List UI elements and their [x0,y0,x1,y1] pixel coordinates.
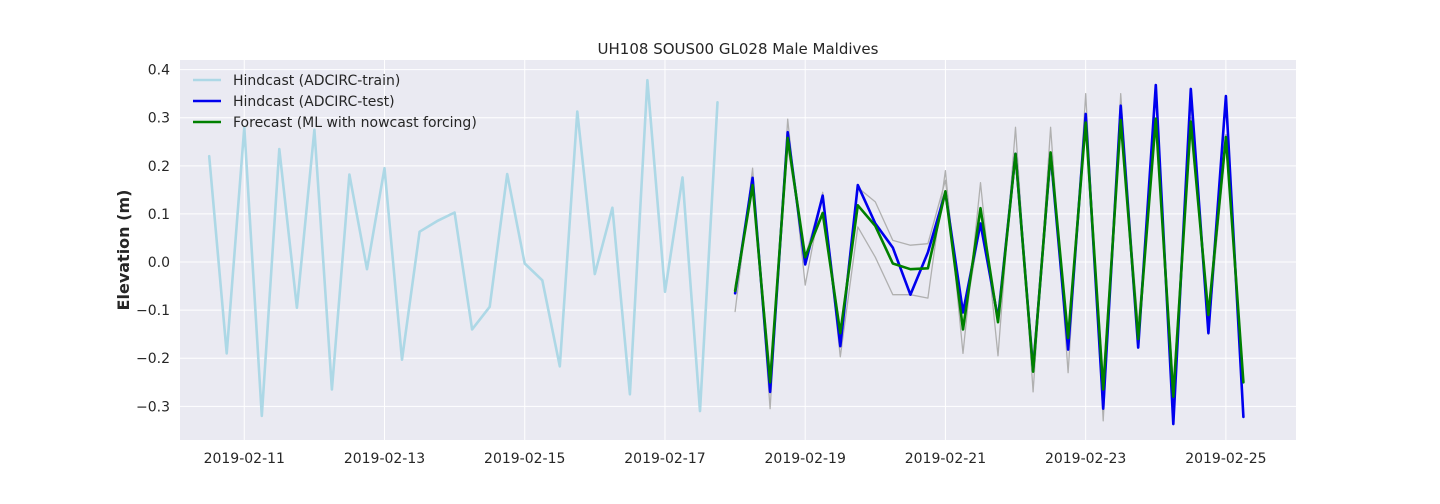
y-tick-label: 0.0 [148,255,170,271]
legend-entry: Forecast (ML with nowcast forcing) [233,115,477,131]
y-tick-label: 0.2 [148,159,170,175]
series-line-4 [733,117,1245,399]
x-tick-label: 2019-02-17 [624,451,705,467]
y-axis-label: Elevation (m) [114,190,133,311]
legend-entry: Hindcast (ADCIRC-test) [233,94,395,110]
series-line-0 [207,78,719,418]
x-tick-label: 2019-02-25 [1185,451,1266,467]
x-tick-label: 2019-02-21 [905,451,986,467]
y-tick-label: 0.4 [148,63,170,79]
chart-title: UH108 SOUS00 GL028 Male Maldives [598,40,879,58]
y-tick-label: −0.2 [136,351,170,367]
y-tick-label: 0.1 [148,207,170,223]
x-tick-label: 2019-02-23 [1045,451,1126,467]
x-tick-label: 2019-02-11 [204,451,285,467]
x-axis: 2019-02-11 2019-02-13 2019-02-15 2019-02-17… [204,451,1267,467]
x-tick-label: 2019-02-15 [484,451,565,467]
x-tick-label: 2019-02-13 [344,451,425,467]
x-tick-label: 2019-02-19 [765,451,846,467]
y-tick-label: 0.3 [148,111,170,127]
legend: Hindcast (ADCIRC-train) Hindcast (ADCIRC-… [193,73,477,131]
y-axis: −0.3 −0.2 −0.1 0.0 0.1 0.2 0.3 0.4 [136,63,170,416]
series-layer [207,78,1245,426]
legend-entry: Hindcast (ADCIRC-train) [233,73,400,89]
plot-area [180,60,1296,440]
y-tick-label: −0.3 [136,399,170,415]
grid [180,60,1296,440]
y-tick-label: −0.1 [136,303,170,319]
